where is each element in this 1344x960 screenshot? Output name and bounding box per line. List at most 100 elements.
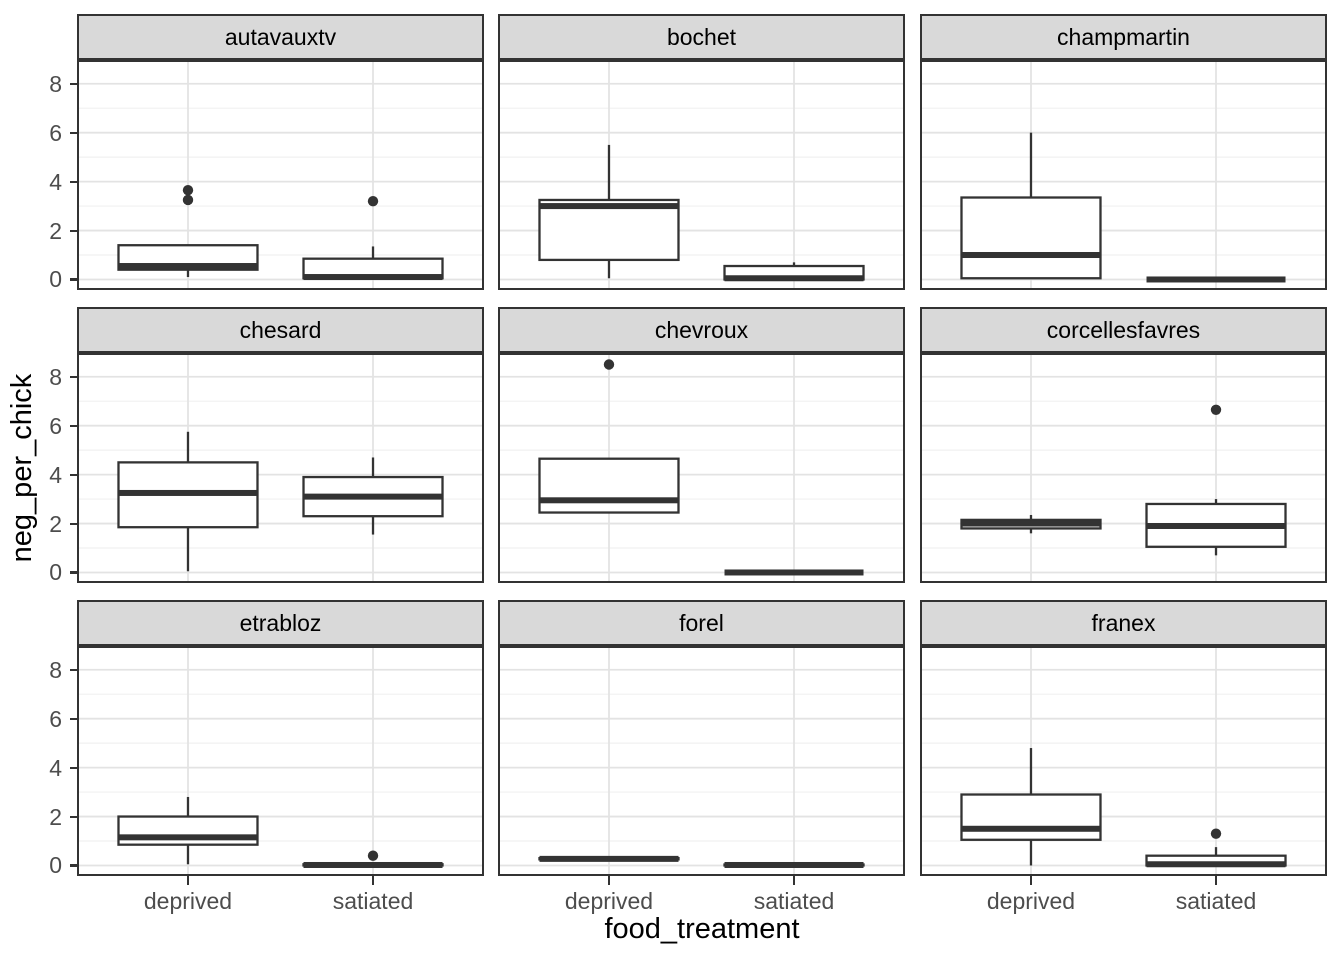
- y-axis-tick: [70, 717, 77, 720]
- median-line: [1146, 276, 1286, 283]
- facet-strip: bochet: [498, 14, 905, 60]
- outlier-point: [182, 184, 194, 196]
- facet-strip: forel: [498, 600, 905, 646]
- x-axis-tick: [186, 876, 190, 885]
- facet-title: bochet: [666, 23, 737, 50]
- median-line: [1146, 861, 1286, 868]
- facet-cell-forel: forel: [498, 600, 905, 876]
- panel-border: [498, 60, 905, 290]
- y-tick-label: 8: [49, 656, 62, 683]
- box-deprived: [960, 748, 1102, 866]
- box-satiated: [1145, 404, 1287, 556]
- x-tick-label: satiated: [753, 888, 835, 914]
- boxplot-canvas: [77, 353, 484, 583]
- y-tick-label: 2: [49, 510, 62, 537]
- median-line: [539, 855, 679, 862]
- box-satiated: [724, 569, 864, 576]
- facet-cell-etrabloz: etrabloz: [77, 600, 484, 876]
- boxplot-canvas: [920, 646, 1327, 876]
- outlier-point: [182, 194, 194, 206]
- facet-title: corcellesfavres: [1046, 316, 1201, 343]
- x-axis-tick: [607, 876, 611, 885]
- median-line: [961, 252, 1101, 259]
- median-line: [303, 274, 443, 281]
- y-tick-label: 0: [49, 559, 62, 586]
- box-satiated: [1145, 828, 1287, 868]
- outlier-point: [603, 359, 615, 370]
- x-tick-label: deprived: [564, 888, 654, 914]
- facet-title: etrabloz: [239, 609, 322, 636]
- x-tick-label: deprived: [986, 888, 1076, 914]
- iqr-box: [538, 198, 680, 262]
- y-tick-label: 2: [49, 803, 62, 830]
- x-tick-label: satiated: [332, 888, 414, 914]
- boxplot-canvas: [920, 60, 1327, 290]
- facet-cell-chesard: chesard: [77, 307, 484, 583]
- panel-border: [920, 60, 1327, 290]
- y-tick-label: 6: [49, 119, 62, 146]
- boxplot-canvas: [498, 646, 905, 876]
- facet-strip: corcellesfavres: [920, 307, 1327, 353]
- y-axis-tick: [70, 571, 77, 574]
- outlier-point: [367, 850, 379, 861]
- y-tick-label: 6: [49, 412, 62, 439]
- facet-cell-franex: franex: [920, 600, 1327, 876]
- y-axis-tick: [70, 180, 77, 183]
- median-line: [724, 569, 864, 576]
- boxplot-canvas: [77, 646, 484, 876]
- median-line: [724, 861, 864, 868]
- median-line: [118, 834, 258, 841]
- y-tick-label: 4: [49, 461, 62, 488]
- box-satiated: [1146, 276, 1286, 283]
- median-line: [118, 263, 258, 270]
- median-line: [539, 497, 679, 504]
- y-axis-tick: [70, 473, 77, 476]
- facet-title: chevroux: [654, 316, 749, 343]
- panel-border: [498, 646, 905, 876]
- box-deprived: [960, 132, 1102, 280]
- box-satiated: [723, 861, 865, 868]
- facet-title: franex: [1091, 609, 1156, 636]
- outlier-point: [1210, 828, 1222, 839]
- iqr-box: [960, 793, 1102, 841]
- iqr-box: [117, 815, 259, 846]
- median-line: [724, 275, 864, 282]
- panel-border: [77, 353, 484, 583]
- y-tick-label: 2: [49, 217, 62, 244]
- y-tick-label: 4: [49, 168, 62, 195]
- y-axis-tick: [70, 766, 77, 769]
- y-axis-tick: [70, 375, 77, 378]
- x-axis-tick: [793, 876, 796, 885]
- median-line: [961, 520, 1101, 527]
- outlier-point: [1210, 404, 1222, 415]
- box-satiated: [302, 195, 444, 281]
- x-axis-tick: [372, 876, 375, 885]
- median-line: [118, 489, 258, 496]
- y-tick-label: 6: [49, 705, 62, 732]
- median-line: [1146, 522, 1286, 529]
- outlier-point: [367, 195, 379, 207]
- y-axis-tick: [70, 229, 77, 232]
- box-deprived: [117, 431, 259, 572]
- boxplot-canvas: [920, 353, 1327, 583]
- facet-cell-chevroux: chevroux: [498, 307, 905, 583]
- x-tick-label: satiated: [1175, 888, 1257, 914]
- iqr-box: [538, 457, 680, 514]
- facet-cell-champmartin: champmartin: [920, 14, 1327, 290]
- y-tick-label: 0: [49, 266, 62, 293]
- facet-cell-bochet: bochet: [498, 14, 905, 290]
- box-satiated: [302, 850, 444, 868]
- box-deprived: [117, 184, 259, 278]
- box-satiated: [723, 262, 865, 282]
- median-line: [303, 493, 443, 500]
- iqr-box: [960, 196, 1102, 280]
- facet-strip: etrabloz: [77, 600, 484, 646]
- panel-border: [77, 646, 484, 876]
- facet-title: autavauxtv: [224, 23, 337, 50]
- boxplot-canvas: [498, 60, 905, 290]
- y-axis-tick: [70, 668, 77, 671]
- panel-border: [77, 60, 484, 290]
- y-axis-tick: [70, 278, 77, 281]
- box-satiated: [302, 457, 444, 535]
